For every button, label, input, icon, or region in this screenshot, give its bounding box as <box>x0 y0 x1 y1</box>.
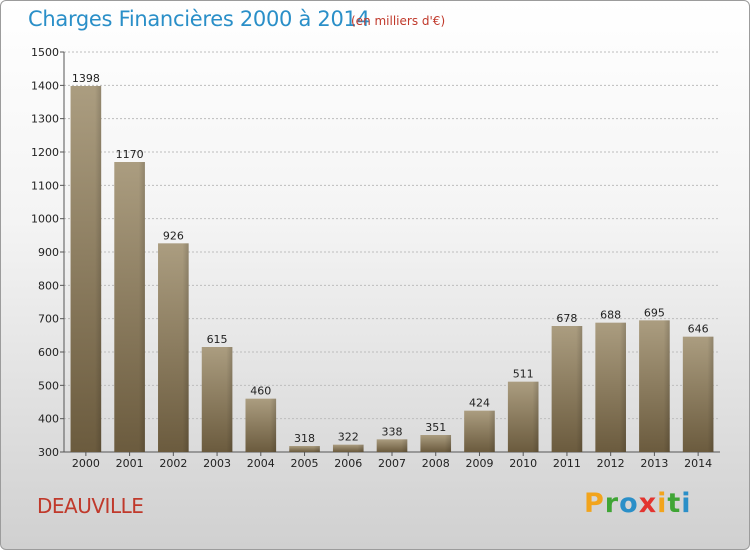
x-tick-label: 2008 <box>422 457 450 470</box>
logo-letter: x <box>638 488 658 519</box>
x-tick-label: 2013 <box>640 457 668 470</box>
bar-shade <box>376 439 408 452</box>
bar-shade <box>70 86 102 452</box>
x-tick-label: 2001 <box>116 457 144 470</box>
y-tick-label: 1300 <box>31 113 59 126</box>
chart-title: Charges Financières 2000 à 2014 <box>28 7 370 31</box>
logo-letter: i <box>657 488 668 519</box>
bar-shade <box>245 398 277 452</box>
x-tick-label: 2012 <box>597 457 625 470</box>
logo-letter: P <box>584 488 605 519</box>
bar-shade <box>289 446 320 452</box>
bar-shade <box>420 435 452 452</box>
x-tick-label: 2009 <box>465 457 493 470</box>
chart-subtitle: (en milliers d'€) <box>351 14 446 28</box>
y-tick-label: 1000 <box>31 213 59 226</box>
y-tick-label: 300 <box>38 446 59 459</box>
x-tick-label: 2002 <box>159 457 187 470</box>
x-tick-label: 2010 <box>509 457 537 470</box>
bar-shade <box>114 162 145 452</box>
y-tick-label: 1500 <box>31 46 59 59</box>
bar-shade <box>682 336 714 452</box>
x-tick-label: 2007 <box>378 457 406 470</box>
value-label: 688 <box>600 309 621 322</box>
y-tick-label: 800 <box>38 279 59 292</box>
logo-letter: i <box>681 488 692 519</box>
value-label: 678 <box>556 312 577 325</box>
x-tick-label: 2006 <box>334 457 362 470</box>
bar-shade <box>332 444 364 452</box>
y-tick-label: 600 <box>38 346 59 359</box>
x-tick-label: 2000 <box>72 457 100 470</box>
value-label: 338 <box>382 425 403 438</box>
value-label: 322 <box>338 431 359 444</box>
value-label: 646 <box>688 323 709 336</box>
value-labels: 1398 1170 926 615 460 318 322 338 351 424 511 678 68… <box>72 72 709 445</box>
value-label: 511 <box>513 368 534 381</box>
bar-shade <box>595 322 626 452</box>
y-tick-label: 1200 <box>31 146 59 159</box>
proxiti-logo[interactable]: Proxiti <box>584 488 692 519</box>
logo-letter: r <box>604 488 620 519</box>
value-label: 615 <box>207 333 228 346</box>
bar-shade <box>507 381 539 452</box>
logo-letter: o <box>619 488 639 519</box>
value-label: 351 <box>425 421 446 434</box>
bar-shade <box>551 326 583 452</box>
value-label: 1170 <box>116 148 144 161</box>
x-tick-label: 2005 <box>291 457 319 470</box>
bar-shade <box>201 347 233 452</box>
x-tick-label: 2011 <box>553 457 581 470</box>
x-tick-label: 2003 <box>203 457 231 470</box>
city-name: DEAUVILLE <box>37 494 144 518</box>
x-tick-label: 2014 <box>684 457 712 470</box>
bar-shade <box>464 410 495 452</box>
value-label: 926 <box>163 229 184 242</box>
y-tick-label: 700 <box>38 313 59 326</box>
value-label: 424 <box>469 397 490 410</box>
value-label: 1398 <box>72 72 100 85</box>
y-tick-label: 900 <box>38 246 59 259</box>
value-label: 695 <box>644 306 665 319</box>
x-tick-label: 2004 <box>247 457 275 470</box>
value-label: 460 <box>250 385 271 398</box>
y-tick-label: 1100 <box>31 179 59 192</box>
value-label: 318 <box>294 432 315 445</box>
logo-letter: t <box>667 488 682 519</box>
bars <box>70 86 714 452</box>
y-tick-label: 1400 <box>31 79 59 92</box>
bar-shade <box>639 320 670 452</box>
bar-shade <box>158 243 189 452</box>
y-tick-label: 400 <box>38 413 59 426</box>
y-tick-label: 500 <box>38 379 59 392</box>
